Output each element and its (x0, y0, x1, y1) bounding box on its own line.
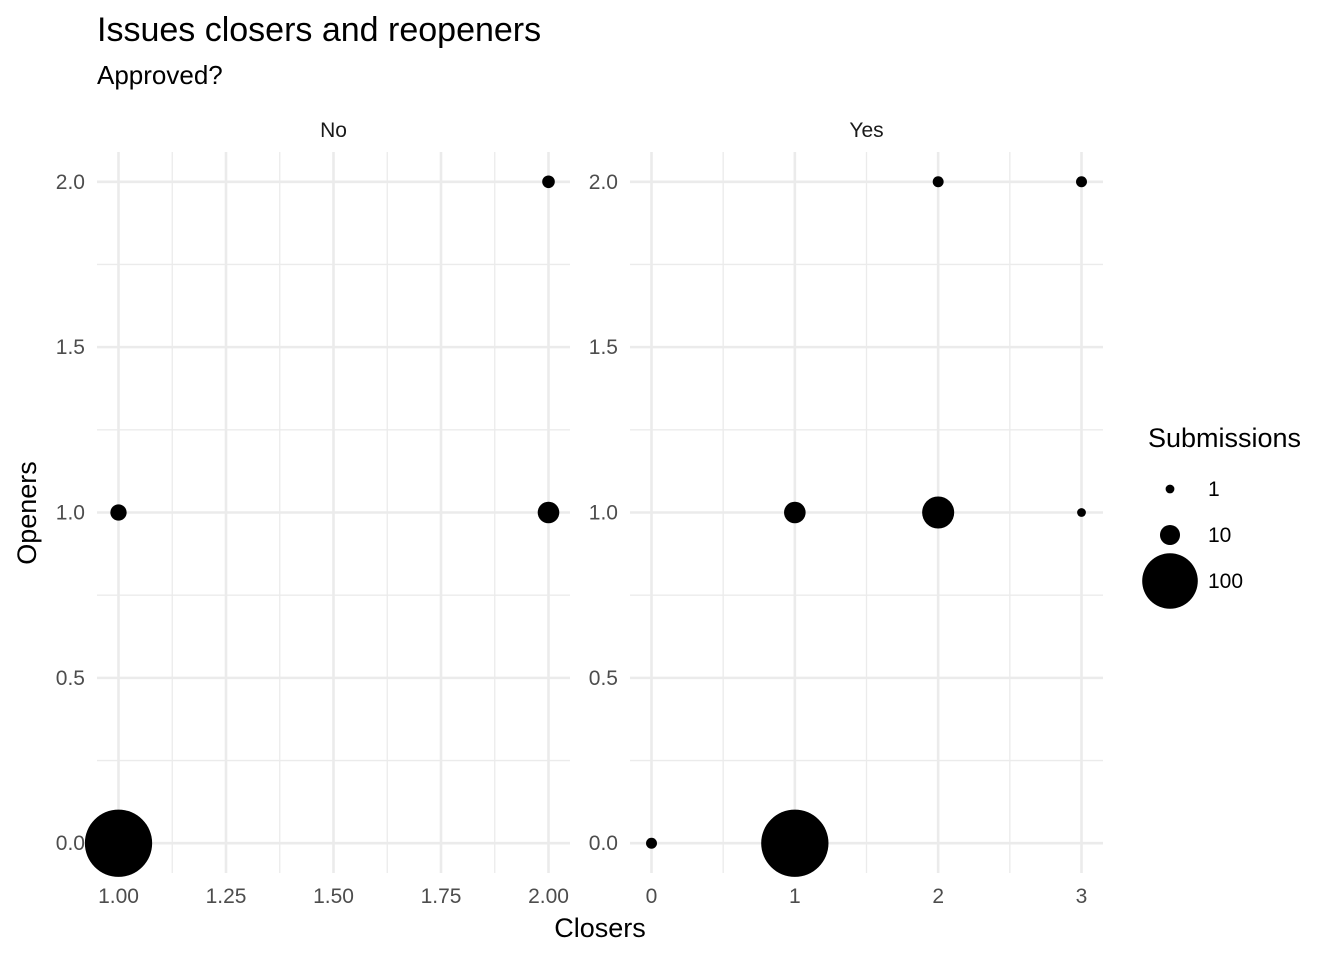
data-point (1077, 508, 1086, 517)
chart-title: Issues closers and reopeners (97, 11, 541, 49)
data-point (1076, 176, 1087, 188)
data-point (84, 809, 153, 877)
x-tick-label: 1.75 (421, 885, 462, 908)
data-point (542, 175, 555, 189)
y-tick-label: 0.5 (589, 667, 618, 690)
facet-panel-no: No 0.0 0.5 1.0 1.5 2.0 1.00 1.25 1.50 1.75 2.00 (56, 119, 570, 908)
legend-key-point (1142, 553, 1198, 609)
x-tick-label: 1 (789, 885, 801, 908)
facet-strip-label: No (320, 119, 347, 142)
data-point (110, 504, 127, 521)
legend-key-point (1159, 524, 1181, 546)
size-legend: Submissions 1 10 100 (1142, 423, 1301, 609)
legend-key-label: 10 (1208, 524, 1231, 547)
y-tick-label: 1.5 (589, 336, 618, 359)
facet-panel-yes: Yes 0.0 0.5 1.0 1.5 2.0 0 1 2 3 (589, 119, 1103, 908)
legend-key-label: 1 (1208, 478, 1220, 501)
x-tick-label: 1.00 (98, 885, 139, 908)
y-tick-label: 0.5 (56, 667, 85, 690)
x-tick-label: 3 (1076, 885, 1088, 908)
x-tick-label: 1.50 (313, 885, 354, 908)
y-tick-label: 1.0 (589, 502, 618, 525)
y-axis-title: Openers (12, 461, 42, 565)
y-tick-label: 0.0 (589, 832, 618, 855)
data-point (537, 501, 560, 524)
data-point (932, 176, 944, 188)
data-point (784, 501, 806, 524)
x-axis-title: Closers (554, 913, 646, 943)
data-point (646, 837, 657, 849)
chart-subtitle: Approved? (97, 60, 223, 90)
x-tick-label: 2.00 (528, 885, 569, 908)
y-tick-label: 1.5 (56, 336, 85, 359)
legend-key-label: 100 (1208, 570, 1243, 593)
legend-key-point (1165, 484, 1175, 494)
facet-strip-label: Yes (849, 119, 883, 142)
data-point (761, 809, 829, 877)
y-tick-label: 2.0 (56, 171, 85, 194)
legend-title: Submissions (1148, 423, 1301, 453)
y-tick-label: 1.0 (56, 502, 85, 525)
y-tick-label: 0.0 (56, 832, 85, 855)
y-tick-label: 2.0 (589, 171, 618, 194)
facet-panels: No0.00.51.01.52.01.00 1.25 1.50 1.75 2.00Yes… (56, 119, 1103, 908)
data-point (922, 496, 955, 529)
x-tick-label: 0 (646, 885, 658, 908)
x-tick-label: 1.25 (206, 885, 247, 908)
x-tick-label: 2 (932, 885, 944, 908)
